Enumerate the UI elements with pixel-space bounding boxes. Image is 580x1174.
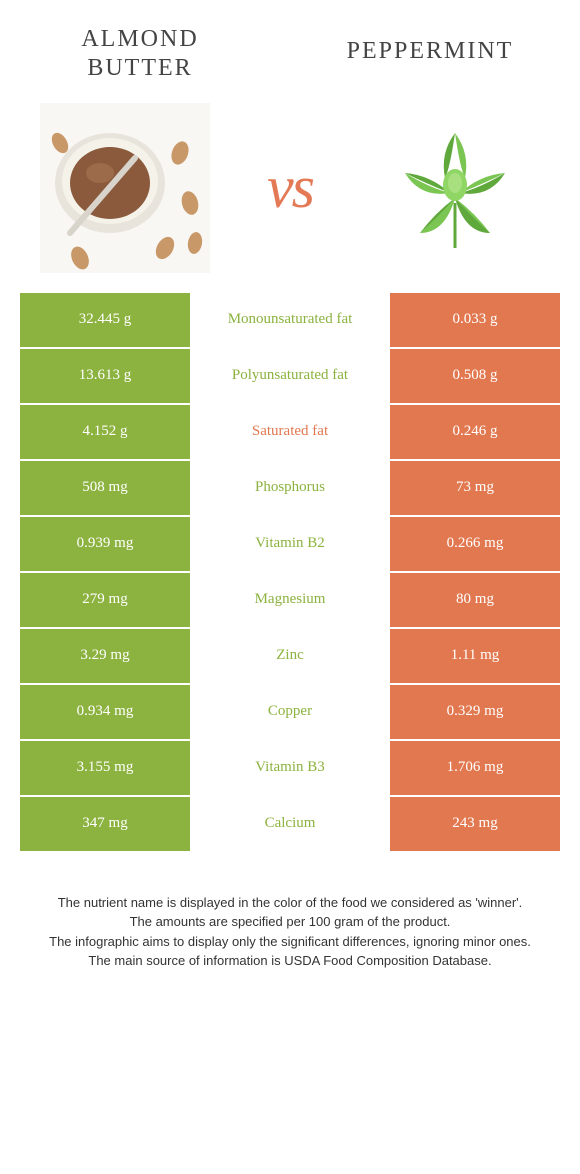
right-value: 0.246 g <box>390 405 560 461</box>
nutrient-label: Magnesium <box>190 573 390 629</box>
table-row: 0.939 mgVitamin B20.266 mg <box>20 517 560 573</box>
table-row: 13.613 gPolyunsaturated fat0.508 g <box>20 349 560 405</box>
right-food-image <box>370 103 540 273</box>
left-value: 3.155 mg <box>20 741 190 797</box>
left-value: 0.934 mg <box>20 685 190 741</box>
left-value: 347 mg <box>20 797 190 853</box>
nutrient-table: 32.445 gMonounsaturated fat0.033 g13.613… <box>20 293 560 853</box>
peppermint-icon <box>370 103 540 273</box>
nutrient-label: Copper <box>190 685 390 741</box>
right-value: 243 mg <box>390 797 560 853</box>
table-row: 347 mgCalcium243 mg <box>20 797 560 853</box>
table-row: 3.29 mgZinc1.11 mg <box>20 629 560 685</box>
nutrient-label: Vitamin B3 <box>190 741 390 797</box>
right-value: 80 mg <box>390 573 560 629</box>
nutrient-label: Monounsaturated fat <box>190 293 390 349</box>
footer-line-3: The infographic aims to display only the… <box>40 932 540 952</box>
nutrient-label: Saturated fat <box>190 405 390 461</box>
right-food-title: Peppermint <box>330 25 530 83</box>
left-value: 0.939 mg <box>20 517 190 573</box>
footer-line-4: The main source of information is USDA F… <box>40 951 540 971</box>
left-food-title: Almond Butter <box>50 25 230 83</box>
right-value: 0.329 mg <box>390 685 560 741</box>
right-value: 1.11 mg <box>390 629 560 685</box>
left-value: 13.613 g <box>20 349 190 405</box>
right-value: 1.706 mg <box>390 741 560 797</box>
header: Almond Butter Peppermint <box>0 0 580 93</box>
table-row: 508 mgPhosphorus73 mg <box>20 461 560 517</box>
left-value: 3.29 mg <box>20 629 190 685</box>
left-value: 32.445 g <box>20 293 190 349</box>
right-value: 0.033 g <box>390 293 560 349</box>
table-row: 279 mgMagnesium80 mg <box>20 573 560 629</box>
left-food-image <box>40 103 210 273</box>
left-value: 4.152 g <box>20 405 190 461</box>
table-row: 32.445 gMonounsaturated fat0.033 g <box>20 293 560 349</box>
nutrient-label: Polyunsaturated fat <box>190 349 390 405</box>
almond-butter-icon <box>40 103 210 273</box>
images-row: vs <box>0 93 580 293</box>
footer-line-1: The nutrient name is displayed in the co… <box>40 893 540 913</box>
nutrient-label: Phosphorus <box>190 461 390 517</box>
table-row: 0.934 mgCopper0.329 mg <box>20 685 560 741</box>
right-value: 0.266 mg <box>390 517 560 573</box>
footer-line-2: The amounts are specified per 100 gram o… <box>40 912 540 932</box>
nutrient-label: Vitamin B2 <box>190 517 390 573</box>
table-row: 3.155 mgVitamin B31.706 mg <box>20 741 560 797</box>
left-value: 508 mg <box>20 461 190 517</box>
footer-notes: The nutrient name is displayed in the co… <box>0 853 580 971</box>
vs-label: vs <box>267 153 313 222</box>
right-value: 0.508 g <box>390 349 560 405</box>
nutrient-label: Calcium <box>190 797 390 853</box>
left-value: 279 mg <box>20 573 190 629</box>
table-row: 4.152 gSaturated fat0.246 g <box>20 405 560 461</box>
right-value: 73 mg <box>390 461 560 517</box>
nutrient-label: Zinc <box>190 629 390 685</box>
